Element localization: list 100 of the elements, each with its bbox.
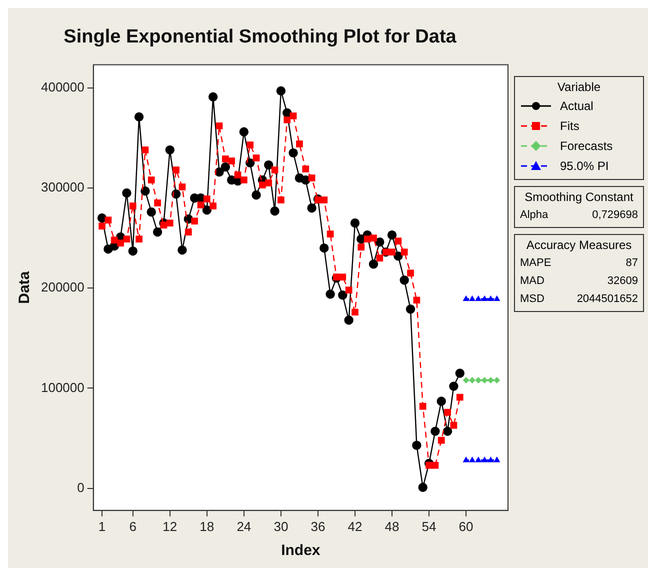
point — [134, 112, 144, 122]
x-tick-label: 1 — [98, 518, 106, 534]
x-tick-label: 42 — [348, 518, 362, 534]
point — [252, 154, 260, 162]
point — [407, 270, 414, 277]
legend-label: 95.0% PI — [560, 158, 609, 175]
point — [178, 184, 186, 190]
point — [375, 237, 384, 247]
point — [413, 296, 420, 304]
point — [110, 236, 118, 244]
point — [122, 188, 132, 198]
text: Alpha 0,729698 — [520, 209, 638, 221]
point — [166, 220, 174, 226]
x-tick-label: 54 — [422, 518, 436, 534]
point — [400, 275, 409, 285]
point — [228, 158, 236, 164]
point — [178, 245, 187, 255]
y-tick-label: 100000 — [40, 380, 84, 395]
point — [104, 216, 112, 224]
point — [296, 140, 303, 148]
point — [352, 308, 358, 316]
point — [270, 206, 280, 216]
text: Smoothing Constant — [524, 190, 634, 204]
point — [136, 236, 142, 242]
point — [301, 175, 310, 185]
point — [488, 377, 494, 384]
point — [344, 316, 354, 325]
point — [210, 202, 217, 210]
chart-title: Single Exponential Smoothing Plot for Data — [64, 26, 457, 48]
point — [338, 290, 348, 300]
point — [400, 248, 408, 256]
point — [482, 377, 488, 384]
point — [239, 127, 249, 136]
point — [265, 180, 272, 186]
point — [245, 158, 255, 168]
x-tick-label: 24 — [236, 518, 252, 534]
legend-title: Variable — [556, 80, 602, 94]
point — [476, 377, 482, 384]
point — [146, 207, 156, 217]
legend-label: Fits — [560, 118, 580, 135]
point — [406, 304, 416, 314]
y-tick-label: 200000 — [40, 280, 84, 295]
point — [302, 166, 310, 172]
point — [419, 402, 426, 410]
point — [234, 172, 242, 178]
point — [358, 244, 365, 250]
x-tick-label: 36 — [310, 518, 326, 534]
point — [148, 176, 155, 184]
point — [222, 156, 229, 162]
text: MAD 32609 — [520, 275, 638, 287]
point — [436, 396, 446, 406]
point — [142, 146, 149, 154]
point — [376, 254, 384, 262]
y-tick-label: 0 — [77, 480, 84, 495]
point — [449, 382, 458, 391]
point — [326, 230, 334, 238]
point — [264, 160, 274, 170]
point — [117, 240, 124, 246]
point — [240, 176, 248, 184]
x-tick-label: 18 — [200, 518, 214, 534]
point — [290, 112, 297, 120]
point — [456, 394, 464, 401]
point — [123, 236, 130, 242]
point — [350, 218, 360, 228]
point — [154, 200, 161, 206]
point — [444, 408, 451, 416]
point — [418, 482, 428, 492]
y-axis-title: Data — [16, 270, 34, 304]
point — [370, 234, 377, 242]
point — [128, 246, 138, 256]
point — [432, 462, 439, 469]
text: Accuracy Measures — [525, 238, 633, 252]
point — [438, 436, 445, 444]
point — [308, 174, 316, 182]
point — [394, 238, 402, 244]
point — [284, 116, 291, 124]
legend-label: Forecasts — [560, 138, 613, 155]
point — [387, 230, 397, 240]
point — [450, 422, 458, 429]
point — [259, 182, 266, 188]
point — [276, 86, 286, 96]
point — [412, 440, 422, 450]
point — [278, 196, 284, 204]
x-tick-label: 6 — [129, 518, 136, 534]
point — [197, 202, 204, 208]
point — [345, 286, 352, 294]
point — [172, 166, 180, 174]
point — [165, 145, 174, 155]
point — [220, 162, 230, 172]
point — [208, 92, 218, 102]
point — [320, 196, 328, 204]
point — [307, 203, 316, 213]
point — [314, 196, 322, 204]
point — [455, 368, 464, 378]
point — [339, 274, 346, 281]
point — [184, 228, 192, 236]
y-tick-label: 300000 — [40, 180, 84, 195]
point — [202, 205, 212, 215]
point — [246, 141, 254, 148]
x-axis-title: Index — [281, 542, 321, 560]
